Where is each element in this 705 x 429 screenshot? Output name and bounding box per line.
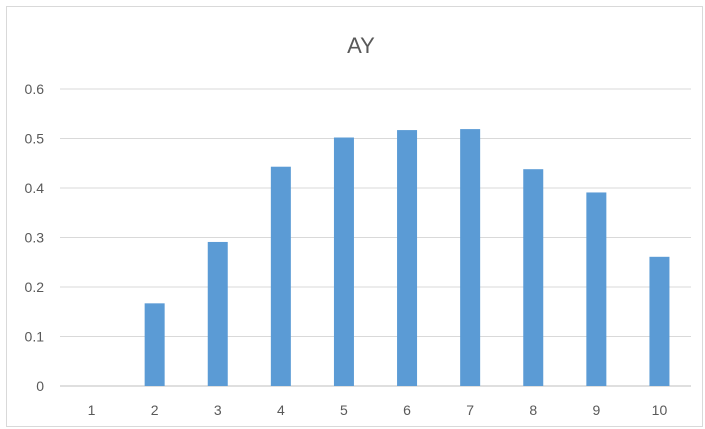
y-tick-label: 0.6 <box>25 81 45 97</box>
bar <box>144 303 165 386</box>
y-tick-label: 0.3 <box>25 230 45 246</box>
bar <box>649 256 670 386</box>
x-tick-label: 5 <box>340 402 348 418</box>
bar <box>460 129 481 386</box>
bar <box>270 166 291 386</box>
bar <box>586 192 607 386</box>
x-tick-label: 4 <box>277 402 285 418</box>
y-tick-label: 0.5 <box>25 131 45 147</box>
x-tick-label: 7 <box>466 402 474 418</box>
x-tick-label: 2 <box>151 402 159 418</box>
x-tick-label: 6 <box>403 402 411 418</box>
bar <box>333 137 354 386</box>
x-tick-label: 3 <box>214 402 222 418</box>
x-tick-label: 9 <box>592 402 600 418</box>
bar <box>523 169 544 386</box>
y-axis-tick-labels: 0 0.1 0.2 0.3 0.4 0.5 0.6 <box>25 81 45 394</box>
bar <box>207 241 228 386</box>
bars <box>144 129 670 386</box>
x-axis-tick-labels: 1 2 3 4 5 6 7 8 9 10 <box>88 402 668 418</box>
chart-title: AY <box>347 33 375 58</box>
y-tick-label: 0.1 <box>25 329 45 345</box>
x-tick-label: 1 <box>88 402 96 418</box>
y-tick-label: 0.4 <box>25 180 45 196</box>
y-tick-label: 0.2 <box>25 279 45 295</box>
x-tick-label: 10 <box>652 402 668 418</box>
bar <box>397 130 418 386</box>
gridlines <box>60 88 691 387</box>
x-tick-label: 8 <box>529 402 537 418</box>
y-tick-label: 0 <box>36 378 44 394</box>
